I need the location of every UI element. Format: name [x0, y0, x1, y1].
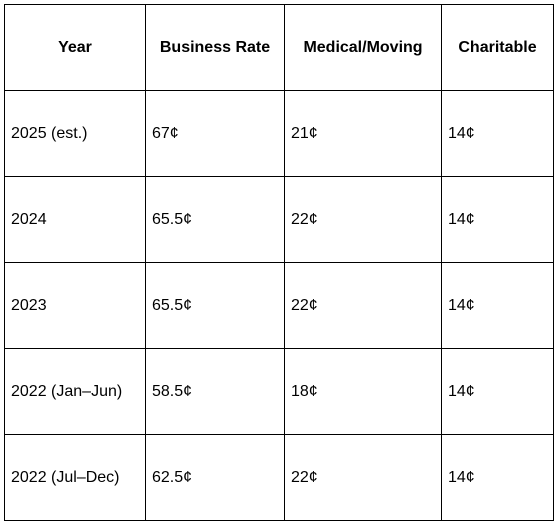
- cell-year: 2023: [4, 262, 146, 349]
- table-row: 2022 (Jul–Dec) 62.5¢ 22¢ 14¢: [4, 434, 554, 521]
- cell-business-rate: 67¢: [145, 90, 285, 177]
- cell-year: 2022 (Jan–Jun): [4, 348, 146, 435]
- cell-medical-moving: 22¢: [284, 262, 442, 349]
- header-business-rate: Business Rate: [145, 4, 285, 91]
- cell-charitable: 14¢: [441, 434, 554, 521]
- cell-charitable: 14¢: [441, 262, 554, 349]
- table-row: 2023 65.5¢ 22¢ 14¢: [4, 262, 554, 349]
- cell-medical-moving: 21¢: [284, 90, 442, 177]
- cell-business-rate: 58.5¢: [145, 348, 285, 435]
- cell-charitable: 14¢: [441, 176, 554, 263]
- cell-medical-moving: 22¢: [284, 176, 442, 263]
- cell-year: 2022 (Jul–Dec): [4, 434, 146, 521]
- cell-business-rate: 65.5¢: [145, 262, 285, 349]
- mileage-rate-table: Year Business Rate Medical/Moving Charit…: [4, 4, 554, 521]
- header-year: Year: [4, 4, 146, 91]
- header-medical-moving: Medical/Moving: [284, 4, 442, 91]
- table-row: 2025 (est.) 67¢ 21¢ 14¢: [4, 90, 554, 177]
- cell-year: 2024: [4, 176, 146, 263]
- table-header-row: Year Business Rate Medical/Moving Charit…: [4, 4, 554, 91]
- cell-charitable: 14¢: [441, 90, 554, 177]
- cell-charitable: 14¢: [441, 348, 554, 435]
- cell-business-rate: 62.5¢: [145, 434, 285, 521]
- table-row: 2024 65.5¢ 22¢ 14¢: [4, 176, 554, 263]
- cell-business-rate: 65.5¢: [145, 176, 285, 263]
- cell-medical-moving: 22¢: [284, 434, 442, 521]
- table-row: 2022 (Jan–Jun) 58.5¢ 18¢ 14¢: [4, 348, 554, 435]
- cell-medical-moving: 18¢: [284, 348, 442, 435]
- header-charitable: Charitable: [441, 4, 554, 91]
- cell-year: 2025 (est.): [4, 90, 146, 177]
